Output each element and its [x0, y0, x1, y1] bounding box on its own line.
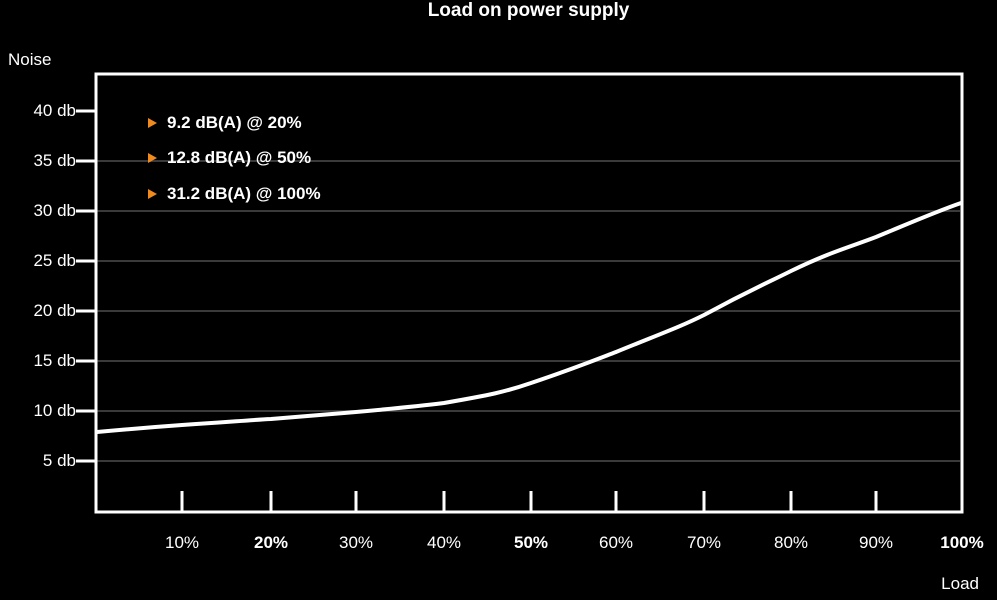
- gridlines: [97, 160, 960, 462]
- y-tick-label: 5 db: [42, 451, 76, 470]
- plot-frame: [94, 72, 964, 514]
- annotation-item: 9.2 dB(A) @ 20%: [148, 113, 302, 133]
- x-axis-title: Load: [941, 574, 979, 593]
- x-tick-label: 100%: [940, 533, 984, 552]
- y-tick-label: 20 db: [33, 301, 76, 320]
- x-tick-label: 50%: [513, 533, 549, 552]
- y-tick-label: 35 db: [33, 151, 76, 170]
- y-ticks: [76, 109, 95, 463]
- y-tick-label: 10 db: [33, 401, 76, 420]
- annotation-text: 9.2 dB(A) @ 20%: [167, 113, 302, 132]
- x-tick-label: 80%: [773, 533, 809, 552]
- y-tick-label: 15 db: [33, 351, 76, 370]
- x-tick-label: 60%: [598, 533, 634, 552]
- y-tick-label: 25 db: [33, 251, 76, 270]
- x-tick-label: 90%: [858, 533, 894, 552]
- triangle-marker-icon: [148, 153, 157, 163]
- x-tick-label: 40%: [426, 533, 462, 552]
- triangle-marker-icon: [148, 118, 157, 128]
- annotation-item: 12.8 dB(A) @ 50%: [148, 148, 311, 168]
- x-tick-label: 30%: [338, 533, 374, 552]
- x-tick-label: 70%: [686, 533, 722, 552]
- y-axis-title: Noise: [8, 50, 52, 69]
- annotation-item: 31.2 dB(A) @ 100%: [148, 184, 321, 204]
- triangle-marker-icon: [148, 189, 157, 199]
- x-ticks: [180, 491, 878, 511]
- x-tick-label: 10%: [164, 533, 200, 552]
- chart-title: Load on power supply: [427, 0, 630, 21]
- noise-curve: [95, 201, 963, 434]
- x-tick-label: 20%: [253, 533, 289, 552]
- y-tick-label: 40 db: [33, 101, 76, 120]
- annotation-text: 12.8 dB(A) @ 50%: [167, 148, 312, 167]
- y-tick-label: 30 db: [33, 201, 76, 220]
- annotation-text: 31.2 dB(A) @ 100%: [167, 184, 321, 203]
